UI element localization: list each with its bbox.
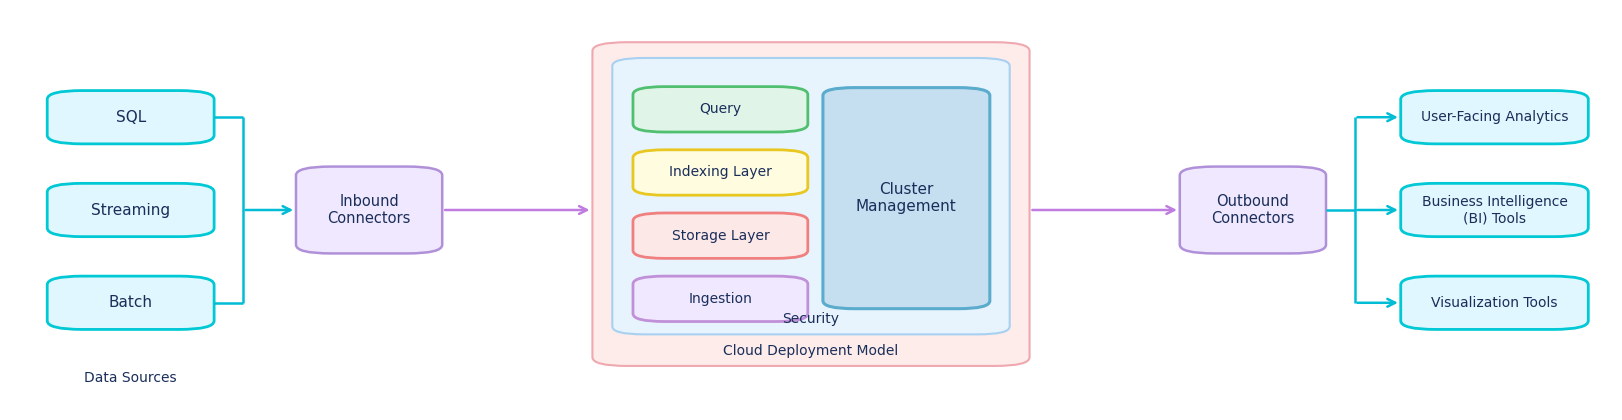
- FancyBboxPatch shape: [633, 213, 808, 258]
- Text: Visualization Tools: Visualization Tools: [1431, 296, 1557, 310]
- FancyBboxPatch shape: [47, 184, 214, 236]
- FancyBboxPatch shape: [1401, 276, 1588, 329]
- Text: Business Intelligence
(BI) Tools: Business Intelligence (BI) Tools: [1421, 195, 1567, 225]
- Text: Storage Layer: Storage Layer: [672, 228, 769, 243]
- FancyBboxPatch shape: [822, 88, 989, 309]
- FancyBboxPatch shape: [613, 58, 1009, 334]
- FancyBboxPatch shape: [1179, 167, 1327, 253]
- Text: Ingestion: Ingestion: [688, 292, 753, 306]
- Text: Data Sources: Data Sources: [84, 371, 177, 385]
- FancyBboxPatch shape: [1401, 184, 1588, 236]
- Text: Streaming: Streaming: [91, 202, 170, 218]
- Text: Cloud Deployment Model: Cloud Deployment Model: [723, 344, 899, 358]
- FancyBboxPatch shape: [47, 91, 214, 144]
- Text: Cluster
Management: Cluster Management: [856, 182, 957, 214]
- FancyBboxPatch shape: [633, 87, 808, 132]
- Text: Inbound
Connectors: Inbound Connectors: [328, 194, 410, 226]
- Text: Outbound
Connectors: Outbound Connectors: [1212, 194, 1294, 226]
- Text: User-Facing Analytics: User-Facing Analytics: [1421, 110, 1568, 124]
- Text: SQL: SQL: [115, 110, 146, 125]
- Text: Batch: Batch: [109, 295, 152, 310]
- FancyBboxPatch shape: [633, 276, 808, 322]
- Text: Security: Security: [782, 312, 840, 326]
- Text: Indexing Layer: Indexing Layer: [668, 165, 772, 179]
- FancyBboxPatch shape: [1401, 91, 1588, 144]
- Text: Query: Query: [699, 102, 741, 116]
- FancyBboxPatch shape: [295, 167, 443, 253]
- FancyBboxPatch shape: [47, 276, 214, 329]
- FancyBboxPatch shape: [633, 150, 808, 195]
- FancyBboxPatch shape: [592, 42, 1030, 366]
